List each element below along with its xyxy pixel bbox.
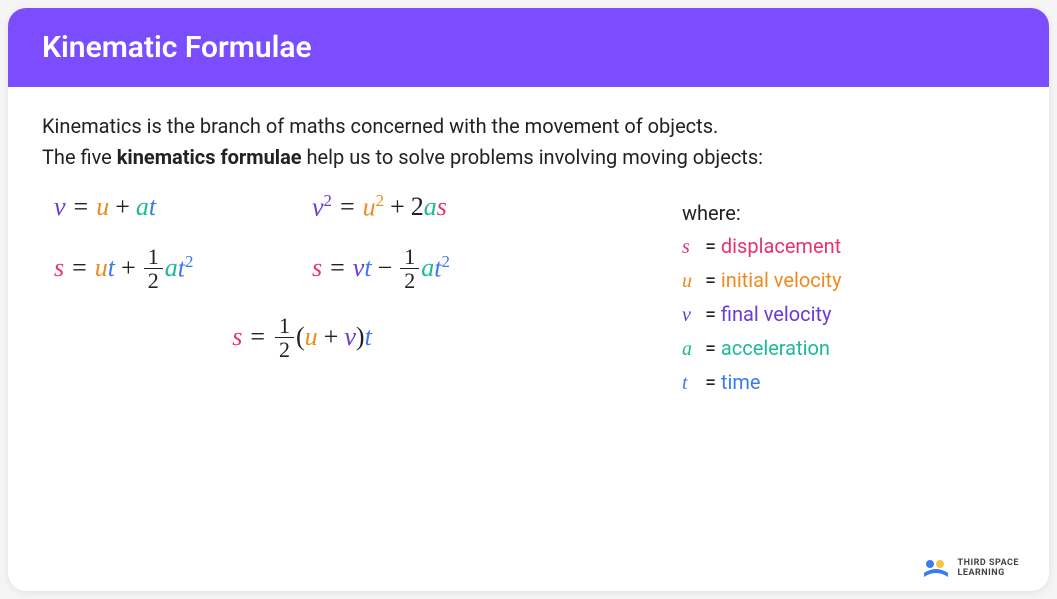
intro-text: Kinematics is the branch of maths concer… [42,111,1015,173]
card: Kinematic Formulae Kinematics is the bra… [8,8,1049,591]
formula-row-3: s = 12 (u + v)t [42,314,622,361]
legend-item: t = time [682,366,1015,400]
formula-2: v2 = u2 + 2as [312,191,447,223]
legend-item: s = displacement [682,230,1015,264]
formula-1: v = u + at [42,191,312,223]
content-row: v = u + at v2 = u2 + 2as [42,191,1015,400]
formula-4: s = vt − 12 at2 [312,245,450,292]
page-title: Kinematic Formulae [42,30,312,65]
legend-item: u = initial velocity [682,264,1015,298]
logo-icon [922,557,950,579]
brand-logo: THIRD SPACE LEARNING [922,557,1019,579]
formula-5: s = 12 (u + v)t [42,314,502,361]
formulas-block: v = u + at v2 = u2 + 2as [42,191,622,400]
legend-title: where: [682,197,1015,230]
formula-row-1: v = u + at v2 = u2 + 2as [42,191,622,223]
intro-line1: Kinematics is the branch of maths concer… [42,111,1015,142]
legend: where: s = displacement u = initial velo… [622,191,1015,400]
header-bar: Kinematic Formulae [8,8,1049,87]
fraction: 12 [400,245,419,292]
legend-item: v = final velocity [682,298,1015,332]
fraction: 12 [144,245,163,292]
formula-3: s = ut + 12 at2 [42,245,312,292]
body: Kinematics is the branch of maths concer… [8,87,1049,591]
formula-row-2: s = ut + 12 at2 s = vt − 12 at2 [42,245,622,292]
fraction: 12 [275,314,294,361]
legend-item: a = acceleration [682,332,1015,366]
logo-text: THIRD SPACE LEARNING [958,558,1019,579]
intro-line2: The five kinematics formulae help us to … [42,142,1015,173]
